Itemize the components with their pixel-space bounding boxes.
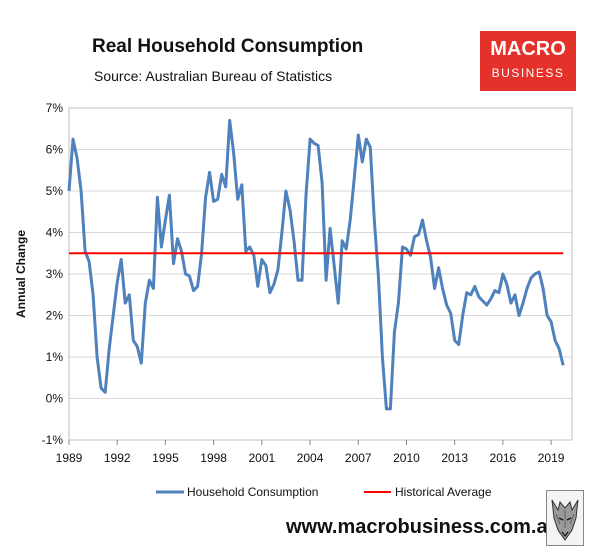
x-tick-label: 1998 xyxy=(200,451,227,465)
y-tick-label: 4% xyxy=(46,226,64,240)
y-tick-label: 6% xyxy=(46,143,64,157)
x-tick-label: 1992 xyxy=(104,451,131,465)
x-tick-label: 1989 xyxy=(56,451,83,465)
x-tick-label: 2019 xyxy=(538,451,565,465)
brand-line-2: BUSINESS xyxy=(491,66,565,80)
y-axis-ticks: -1% 0% 1% 2% 3% 4% 5% 6% 7% xyxy=(42,101,64,447)
chart-source: Source: Australian Bureau of Statistics xyxy=(94,68,333,84)
wolf-icon xyxy=(546,490,584,546)
x-tick-label: 2007 xyxy=(345,451,372,465)
x-tick-label: 2016 xyxy=(490,451,517,465)
x-tick-label: 2013 xyxy=(441,451,468,465)
y-tick-label: -1% xyxy=(42,433,64,447)
y-tick-label: 1% xyxy=(46,350,64,364)
legend: Household Consumption Historical Average xyxy=(156,485,492,499)
x-tick-label: 2001 xyxy=(248,451,275,465)
y-tick-label: 3% xyxy=(46,267,64,281)
plot-area xyxy=(68,107,573,441)
y-axis-label: Annual Change xyxy=(14,230,28,318)
y-tick-label: 7% xyxy=(46,101,64,115)
brand-line-1: MACRO xyxy=(490,38,566,60)
x-axis-ticks: 1989 1992 1995 1998 2001 2004 2007 2010 2013 2016… xyxy=(56,440,565,465)
website-url[interactable]: www.macrobusiness.com.au xyxy=(286,516,560,538)
chart-title: Real Household Consumption xyxy=(92,36,364,57)
x-tick-label: 1995 xyxy=(152,451,179,465)
x-tick-label: 2004 xyxy=(297,451,324,465)
x-tick-label: 2010 xyxy=(393,451,420,465)
legend-label-historical-average: Historical Average xyxy=(395,485,492,499)
series-household-consumption xyxy=(67,118,565,411)
y-tick-label: 0% xyxy=(46,392,64,406)
series-group xyxy=(67,118,565,411)
y-tick-label: 2% xyxy=(46,309,64,323)
y-tick-label: 5% xyxy=(46,184,64,198)
legend-label-household-consumption: Household Consumption xyxy=(187,485,318,499)
macrobusiness-logo: MACRO BUSINESS xyxy=(480,31,576,91)
